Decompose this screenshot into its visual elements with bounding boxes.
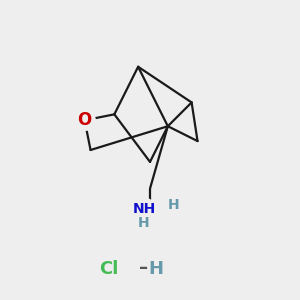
Text: O: O — [77, 111, 92, 129]
Text: NH: NH — [132, 202, 156, 216]
Text: H: H — [168, 198, 180, 212]
Text: H: H — [148, 260, 164, 278]
Text: H: H — [138, 216, 150, 230]
Text: –: – — [140, 259, 148, 277]
Text: Cl: Cl — [99, 260, 118, 278]
